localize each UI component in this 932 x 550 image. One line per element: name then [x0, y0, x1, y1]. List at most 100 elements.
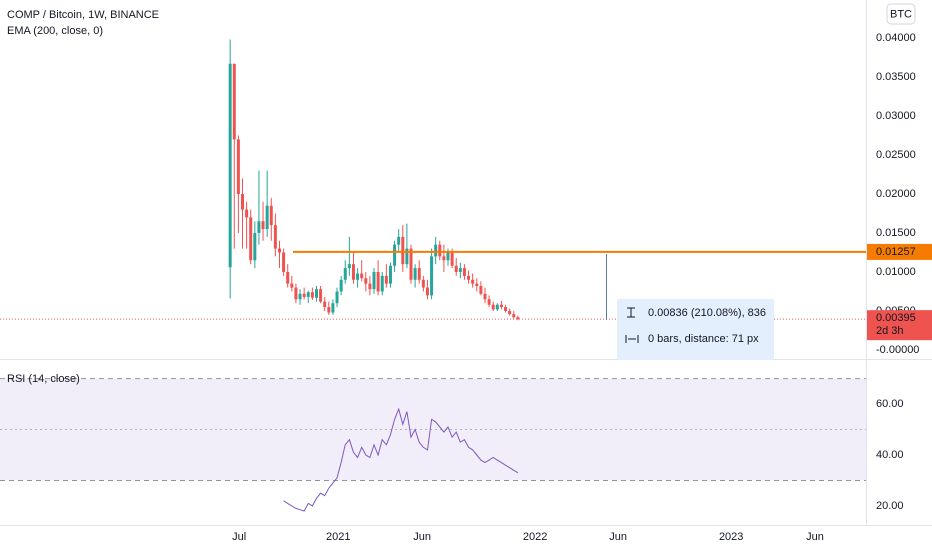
candle-body: [277, 248, 281, 253]
candle-body: [397, 236, 401, 245]
candle-body: [405, 248, 409, 265]
candle-body: [401, 236, 405, 265]
candle-body: [393, 244, 397, 266]
candle-body: [372, 271, 376, 290]
candle-body: [335, 291, 339, 304]
candle-body: [409, 248, 413, 280]
candle-body: [450, 252, 454, 266]
candle-body: [499, 304, 503, 308]
candle-body: [471, 279, 475, 284]
candle-body: [512, 314, 516, 318]
x-tick-label: Jun: [806, 531, 824, 543]
symbol-title: COMP / Bitcoin, 1W, BINANCE: [7, 9, 159, 21]
measure-price-icon: [627, 307, 635, 318]
y-tick-label: 0.02000: [876, 188, 916, 200]
candle-body: [384, 275, 388, 284]
candle-body: [516, 317, 520, 320]
candle-body: [253, 232, 257, 261]
x-tick-label: Jun: [413, 531, 431, 543]
candle-body: [388, 265, 392, 284]
candle-body: [364, 278, 368, 284]
candle-body: [475, 283, 479, 287]
candle-body: [442, 256, 446, 261]
candle-body: [491, 304, 495, 310]
candle-body: [286, 271, 290, 284]
measure-bars-icon: [625, 335, 639, 343]
y-tick-label: -0.00000: [876, 344, 919, 356]
candle-body: [257, 221, 261, 233]
candle-body: [446, 252, 450, 261]
indicator-label: EMA (200, close, 0): [7, 25, 103, 37]
y-tick-label: 60.00: [876, 398, 904, 410]
candle-body: [351, 264, 355, 280]
x-tick-label: 2022: [523, 531, 547, 543]
y-tick-label: 0.02500: [876, 149, 916, 161]
candle-body: [240, 193, 244, 210]
candle-body: [495, 304, 499, 310]
candle-body: [504, 307, 508, 311]
candle-body: [454, 265, 458, 272]
measure-box: [617, 299, 774, 360]
y-tick-label: 40.00: [876, 449, 904, 461]
candle-body: [339, 279, 343, 292]
candle-body: [331, 303, 335, 313]
candle-body: [265, 205, 269, 230]
last-price-countdown: 2d 3h: [876, 325, 904, 337]
candle-body: [425, 287, 429, 296]
candle-body: [236, 139, 240, 194]
candle-body: [458, 268, 462, 272]
candle-body: [356, 273, 360, 280]
candle-body: [343, 268, 347, 280]
candle-body: [302, 293, 306, 297]
candle-body: [310, 292, 314, 298]
y-tick-label: 0.01500: [876, 227, 916, 239]
rsi-pane: [0, 378, 866, 512]
currency-button-label[interactable]: BTC: [890, 8, 912, 20]
candle-body: [376, 271, 380, 292]
candle-body: [269, 205, 273, 226]
candle-body: [413, 268, 417, 280]
candle-body: [261, 221, 265, 230]
candle-body: [323, 301, 327, 308]
candle-body: [462, 268, 466, 276]
y-tick-label: 0.01000: [876, 266, 916, 278]
candle-body: [298, 293, 302, 300]
candle-body: [430, 256, 434, 296]
measure-bars-text: 0 bars, distance: 71 px: [648, 333, 759, 345]
candle-body: [438, 244, 442, 257]
candle-body: [421, 279, 425, 288]
level-label-bg: [867, 243, 932, 260]
x-tick-label: Jun: [609, 531, 627, 543]
candle-body: [487, 299, 491, 305]
rsi-line: [283, 407, 519, 512]
candle-body: [319, 289, 323, 302]
rsi-label: RSI (14, close): [7, 373, 80, 385]
candle-body: [479, 286, 483, 294]
candle-body: [467, 275, 471, 280]
candle-body: [232, 63, 236, 140]
level-label: 0.01257: [876, 246, 916, 258]
candle-body: [483, 293, 487, 300]
candle-body: [273, 225, 277, 249]
y-tick-label: 0.03000: [876, 110, 916, 122]
candle-body: [368, 283, 372, 290]
currency-button[interactable]: [886, 3, 916, 25]
candle-body: [249, 217, 253, 261]
candle-body: [228, 63, 232, 268]
candle-body: [306, 292, 310, 297]
x-tick-label: 2021: [326, 531, 350, 543]
y-tick-label: 0.03500: [876, 71, 916, 83]
x-tick-label: 2023: [719, 531, 743, 543]
candle-body: [508, 310, 512, 315]
candle-body: [417, 268, 421, 280]
measure-price-text: 0.00836 (210.08%), 836: [648, 307, 766, 319]
price-pane: [0, 39, 866, 321]
y-tick-label: 20.00: [876, 500, 904, 512]
x-tick-label: Jul: [232, 531, 246, 543]
candle-body: [434, 244, 438, 257]
candle-body: [314, 289, 318, 298]
candle-body: [294, 287, 298, 300]
candle-body: [245, 209, 249, 218]
